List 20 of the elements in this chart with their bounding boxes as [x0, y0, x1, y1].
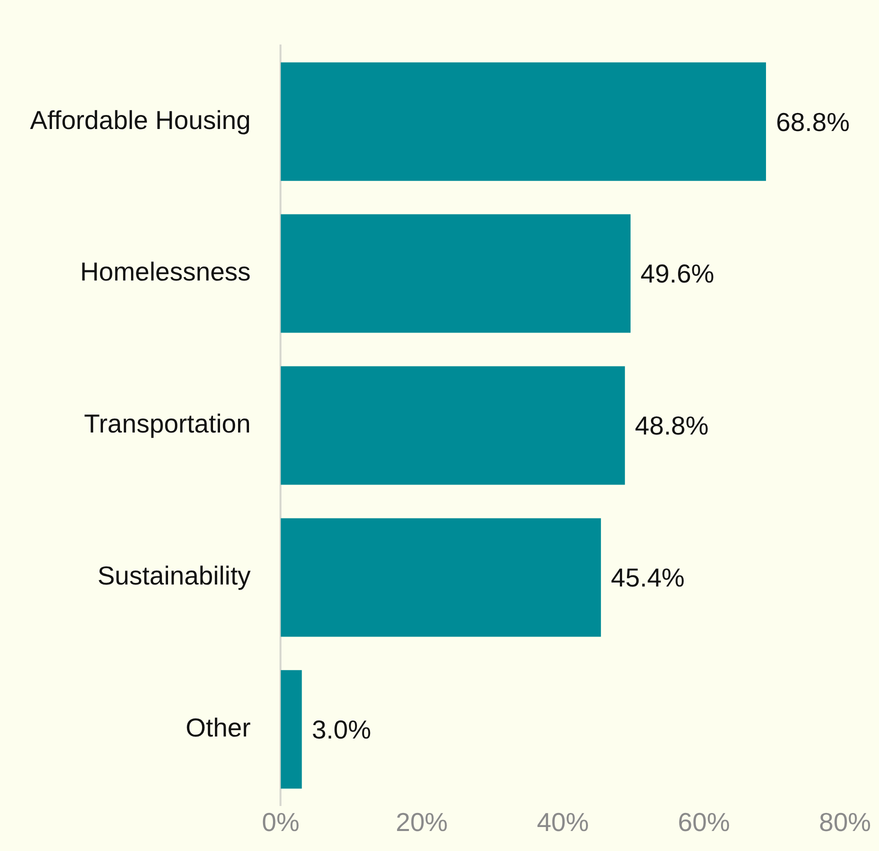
x-tick-label: 0% — [262, 807, 300, 838]
bar — [280, 518, 601, 637]
x-tick-label: 60% — [678, 807, 730, 838]
y-tick-label: Affordable Housing — [30, 104, 251, 135]
bar — [280, 670, 302, 789]
bar — [280, 214, 631, 333]
y-tick-label: Homelessness — [80, 256, 251, 287]
y-tick-label: Other — [186, 712, 252, 743]
bar — [280, 62, 766, 181]
x-tick-label: 20% — [396, 807, 448, 838]
x-tick-label: 80% — [818, 807, 872, 838]
data-label: 68.8% — [776, 106, 850, 137]
data-label: 3.0% — [312, 714, 372, 745]
y-tick-label: Transportation — [84, 408, 251, 439]
bar — [280, 366, 625, 485]
x-tick-label: 40% — [536, 807, 589, 838]
data-label: 48.8% — [634, 410, 709, 441]
y-tick-label: Sustainability — [97, 560, 251, 591]
data-label: 45.4% — [610, 562, 685, 593]
data-label: 49.6% — [640, 258, 714, 289]
